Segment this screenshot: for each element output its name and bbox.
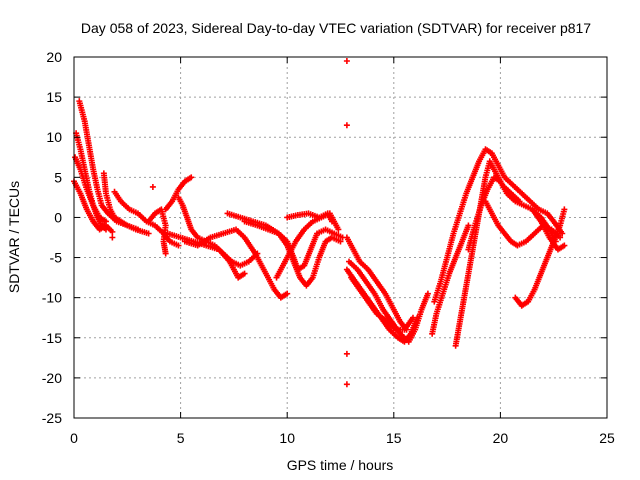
data-point	[102, 226, 109, 233]
y-tick-label: 10	[46, 129, 62, 145]
y-tick-label: -20	[42, 370, 62, 386]
data-point	[102, 218, 109, 225]
data-point	[335, 226, 342, 233]
data-point	[424, 290, 431, 297]
chart-title: Day 058 of 2023, Sidereal Day-to-day VTE…	[81, 20, 591, 36]
y-tick-label: 20	[46, 49, 62, 65]
data-point	[284, 290, 291, 297]
data-point	[175, 242, 182, 249]
data-point	[561, 242, 568, 249]
data-point	[465, 222, 472, 229]
data-point	[561, 206, 568, 213]
x-axis-label: GPS time / hours	[287, 457, 394, 473]
data-points	[71, 58, 568, 388]
y-tick-label: 15	[46, 89, 62, 105]
data-point	[343, 350, 350, 357]
x-tick-label: 5	[177, 430, 185, 446]
data-point	[109, 234, 116, 241]
data-point	[188, 174, 195, 181]
x-tick-label: 15	[386, 430, 402, 446]
x-tick-label: 10	[279, 430, 295, 446]
x-tick-label: 20	[493, 430, 509, 446]
data-point	[145, 230, 152, 237]
data-point	[109, 228, 116, 235]
grid-lines	[74, 57, 607, 418]
x-tick-label: 25	[599, 430, 615, 446]
data-point	[149, 183, 156, 190]
y-tick-label: -5	[50, 250, 63, 266]
y-tick-label: 5	[54, 169, 62, 185]
plot-frame	[73, 56, 608, 419]
data-point	[328, 218, 335, 225]
data-point	[343, 122, 350, 129]
y-axis-label: SDTVAR / TECUs	[6, 181, 22, 293]
y-tick-label: -10	[42, 290, 62, 306]
y-tick-label: -15	[42, 330, 62, 346]
data-point	[337, 238, 344, 245]
axis-ticks: 0 5 10 15 20 25 -25 -20 -15 -10 -5 0 5 10 15 20	[42, 49, 615, 446]
data-point	[343, 58, 350, 65]
x-tick-label: 0	[70, 430, 78, 446]
data-point	[162, 250, 169, 257]
y-tick-label: 0	[54, 209, 62, 225]
y-tick-label: -25	[42, 410, 62, 426]
data-point	[559, 230, 566, 237]
data-point	[241, 270, 248, 277]
data-point	[409, 314, 416, 321]
data-point	[343, 381, 350, 388]
